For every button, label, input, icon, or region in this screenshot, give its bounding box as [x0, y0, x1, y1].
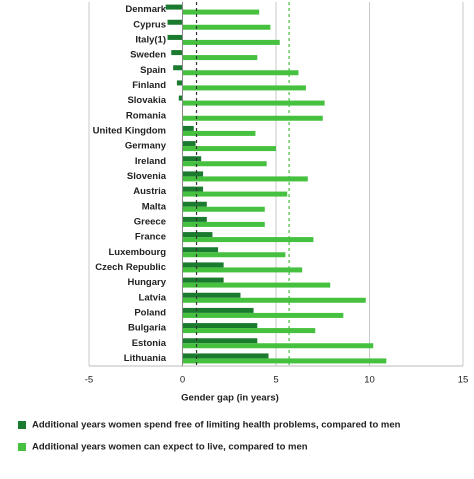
bar — [182, 307, 254, 313]
y-tick-label: Poland — [134, 307, 166, 318]
bar — [182, 9, 260, 15]
bar — [182, 323, 258, 329]
x-tick-label: 15 — [458, 375, 469, 386]
x-tick-label: 5 — [273, 375, 278, 386]
y-tick-label: Romania — [126, 110, 167, 121]
bar — [182, 358, 387, 364]
bar — [182, 353, 269, 359]
bar — [182, 161, 267, 167]
bar — [182, 70, 299, 76]
bar — [182, 125, 194, 131]
y-tick-label: Ireland — [135, 156, 166, 167]
bar — [182, 338, 258, 344]
y-tick-label: Lithuania — [124, 353, 167, 364]
bar — [182, 171, 204, 177]
bar — [182, 262, 224, 268]
bar — [182, 206, 265, 212]
bar — [176, 80, 183, 86]
y-tick-label: Finland — [132, 80, 166, 91]
legend-label: Additional years women spend free of lim… — [32, 420, 401, 431]
y-tick-label: Cyprus — [133, 19, 166, 30]
x-tick-label: -5 — [85, 375, 93, 386]
y-tick-label: France — [135, 232, 166, 243]
bar — [173, 65, 183, 71]
bar — [182, 176, 308, 182]
y-tick-label: Denmark — [125, 4, 166, 15]
legend-swatch — [18, 421, 26, 429]
y-tick-label: Czech Republic — [95, 262, 166, 273]
y-tick-label: Greece — [134, 216, 166, 227]
x-tick-label: 0 — [180, 375, 185, 386]
legend-swatch — [18, 443, 26, 451]
bar — [182, 232, 213, 238]
y-tick-label: Estonia — [132, 338, 167, 349]
bar — [178, 95, 183, 101]
bar — [182, 282, 331, 288]
y-tick-label: Germany — [125, 141, 167, 152]
y-tick-label: Hungary — [127, 277, 166, 288]
bar — [182, 277, 224, 283]
bar — [167, 19, 183, 25]
bar — [182, 252, 286, 258]
bar — [182, 100, 325, 106]
bar — [182, 237, 314, 243]
y-tick-label: Latvia — [139, 292, 167, 303]
bar — [182, 221, 265, 227]
bar — [182, 85, 306, 91]
y-tick-label: Slovenia — [127, 171, 167, 182]
bar — [182, 141, 196, 147]
bar — [182, 39, 280, 45]
bar — [182, 292, 241, 298]
bar — [182, 267, 303, 273]
bar — [182, 146, 276, 152]
bar — [171, 50, 183, 56]
y-tick-label: Sweden — [130, 50, 166, 61]
bar — [182, 130, 256, 136]
bar — [182, 343, 374, 349]
bar — [182, 247, 219, 253]
x-axis-label: Gender gap (in years) — [181, 393, 279, 404]
legend-label: Additional years women can expect to liv… — [32, 442, 308, 453]
y-tick-label: Luxembourg — [108, 247, 166, 258]
y-tick-label: Spain — [140, 65, 166, 76]
y-tick-label: Bulgaria — [128, 323, 167, 334]
bar — [182, 297, 366, 303]
y-tick-label: Italy(1) — [135, 34, 166, 45]
bar — [167, 34, 183, 40]
bar — [182, 156, 202, 162]
y-tick-label: Slovakia — [127, 95, 166, 106]
bar — [165, 4, 183, 10]
bar — [182, 186, 204, 192]
bar — [182, 328, 316, 334]
bar — [182, 24, 271, 30]
y-tick-label: Austria — [133, 186, 166, 197]
bar — [182, 55, 258, 61]
y-tick-label: United Kingdom — [93, 125, 166, 136]
bar — [182, 191, 288, 197]
bar — [182, 201, 207, 207]
bar — [182, 115, 323, 121]
bar — [182, 216, 207, 222]
y-tick-label: Malta — [142, 201, 167, 212]
x-tick-label: 10 — [364, 375, 375, 386]
bar — [182, 312, 344, 318]
